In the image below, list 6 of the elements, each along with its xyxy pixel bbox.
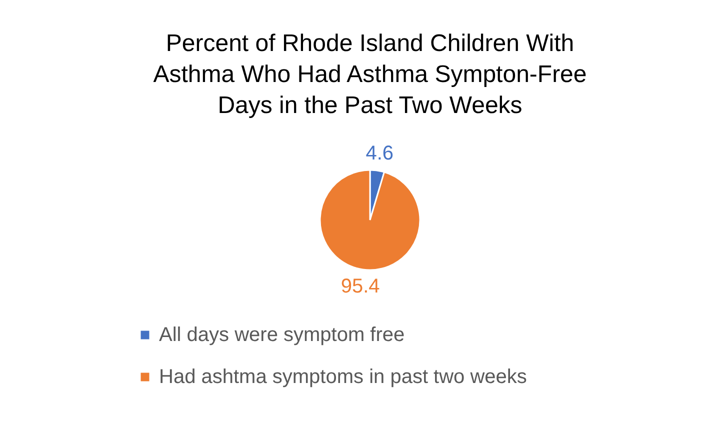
data-label: 95.4 bbox=[340, 275, 380, 298]
legend-label: Had ashtma symptoms in past two weeks bbox=[159, 366, 527, 388]
pie-slice bbox=[319, 169, 421, 271]
legend-label: All days were symptom free bbox=[159, 324, 405, 346]
chart-title: Percent of Rhode Island Children With Asthma Who Had Asthma Sympton-Free Days in the Past Two Weeks bbox=[153, 30, 587, 119]
data-label: 4.6 bbox=[366, 142, 394, 165]
